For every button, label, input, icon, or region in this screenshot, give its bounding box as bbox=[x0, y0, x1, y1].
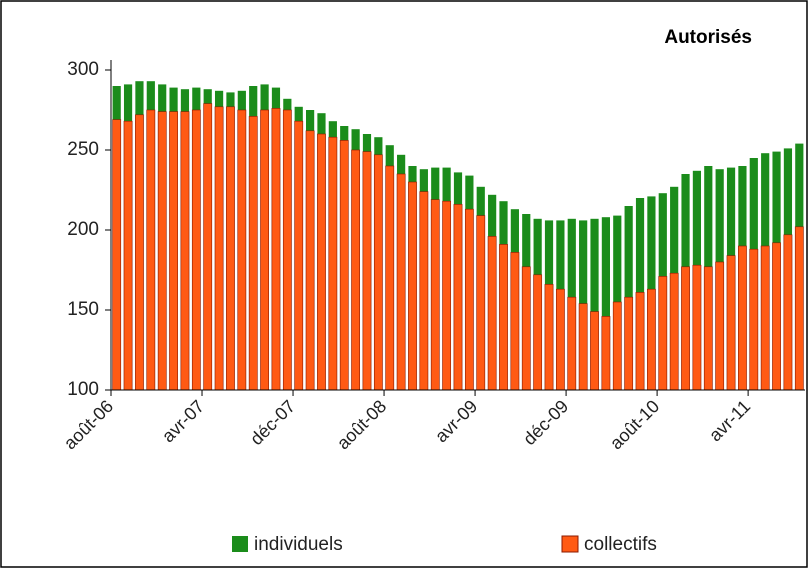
bar bbox=[453, 204, 463, 391]
bar bbox=[544, 284, 554, 391]
bar bbox=[248, 116, 258, 391]
bar bbox=[681, 266, 690, 391]
bar bbox=[419, 191, 429, 391]
y-tick-label: 150 bbox=[67, 299, 99, 320]
bar bbox=[294, 120, 304, 391]
bar bbox=[601, 217, 610, 390]
bar bbox=[123, 120, 133, 391]
bar bbox=[794, 226, 804, 391]
bar bbox=[180, 111, 190, 391]
chart-title: Autorisés bbox=[664, 27, 752, 48]
bar bbox=[726, 255, 736, 391]
bar bbox=[612, 301, 622, 391]
bar bbox=[203, 103, 213, 391]
y-tick-label: 300 bbox=[67, 59, 99, 80]
bar bbox=[351, 149, 361, 391]
bar bbox=[260, 109, 269, 391]
bar bbox=[647, 288, 656, 391]
bar bbox=[442, 200, 452, 391]
bar bbox=[738, 245, 747, 391]
bar bbox=[135, 114, 144, 391]
bar bbox=[521, 266, 531, 391]
bar bbox=[669, 272, 679, 391]
bar bbox=[772, 242, 781, 391]
bar bbox=[157, 111, 167, 391]
bar bbox=[146, 109, 156, 391]
bar bbox=[305, 130, 315, 391]
bar bbox=[567, 296, 577, 391]
bar bbox=[692, 264, 702, 391]
bar bbox=[408, 181, 417, 391]
bar bbox=[271, 108, 281, 391]
bar bbox=[362, 151, 372, 391]
legend-label: collectifs bbox=[584, 534, 657, 555]
bar bbox=[624, 296, 634, 391]
bar bbox=[476, 215, 486, 391]
y-tick-label: 200 bbox=[67, 219, 99, 240]
bar bbox=[317, 133, 326, 391]
bar bbox=[339, 140, 349, 391]
legend-label: individuels bbox=[254, 534, 343, 555]
bar bbox=[499, 244, 508, 391]
bar bbox=[169, 111, 178, 391]
bar bbox=[214, 106, 224, 391]
bar bbox=[328, 136, 338, 391]
bar bbox=[385, 165, 395, 391]
bar bbox=[635, 292, 645, 391]
bar bbox=[226, 106, 235, 391]
bar bbox=[464, 208, 474, 391]
bar bbox=[555, 288, 565, 391]
bar bbox=[578, 303, 588, 391]
bar bbox=[590, 311, 599, 391]
bar bbox=[783, 234, 793, 391]
legend-swatch bbox=[561, 535, 579, 553]
bar bbox=[703, 266, 713, 391]
bar bbox=[487, 236, 497, 391]
bar bbox=[510, 252, 520, 391]
bar bbox=[237, 109, 247, 391]
bar bbox=[601, 316, 611, 391]
bar bbox=[590, 218, 599, 390]
y-tick-label: 250 bbox=[67, 139, 99, 160]
bar bbox=[658, 276, 668, 391]
bar bbox=[749, 248, 759, 391]
bar bbox=[191, 109, 201, 391]
legend-swatch bbox=[232, 536, 248, 552]
bar bbox=[430, 199, 440, 391]
bar bbox=[715, 261, 725, 391]
bar bbox=[112, 119, 122, 391]
bar bbox=[396, 173, 406, 391]
bar bbox=[760, 245, 770, 391]
bar bbox=[533, 274, 543, 391]
bar bbox=[282, 109, 292, 391]
bar bbox=[373, 154, 383, 391]
y-tick-label: 100 bbox=[67, 379, 99, 400]
